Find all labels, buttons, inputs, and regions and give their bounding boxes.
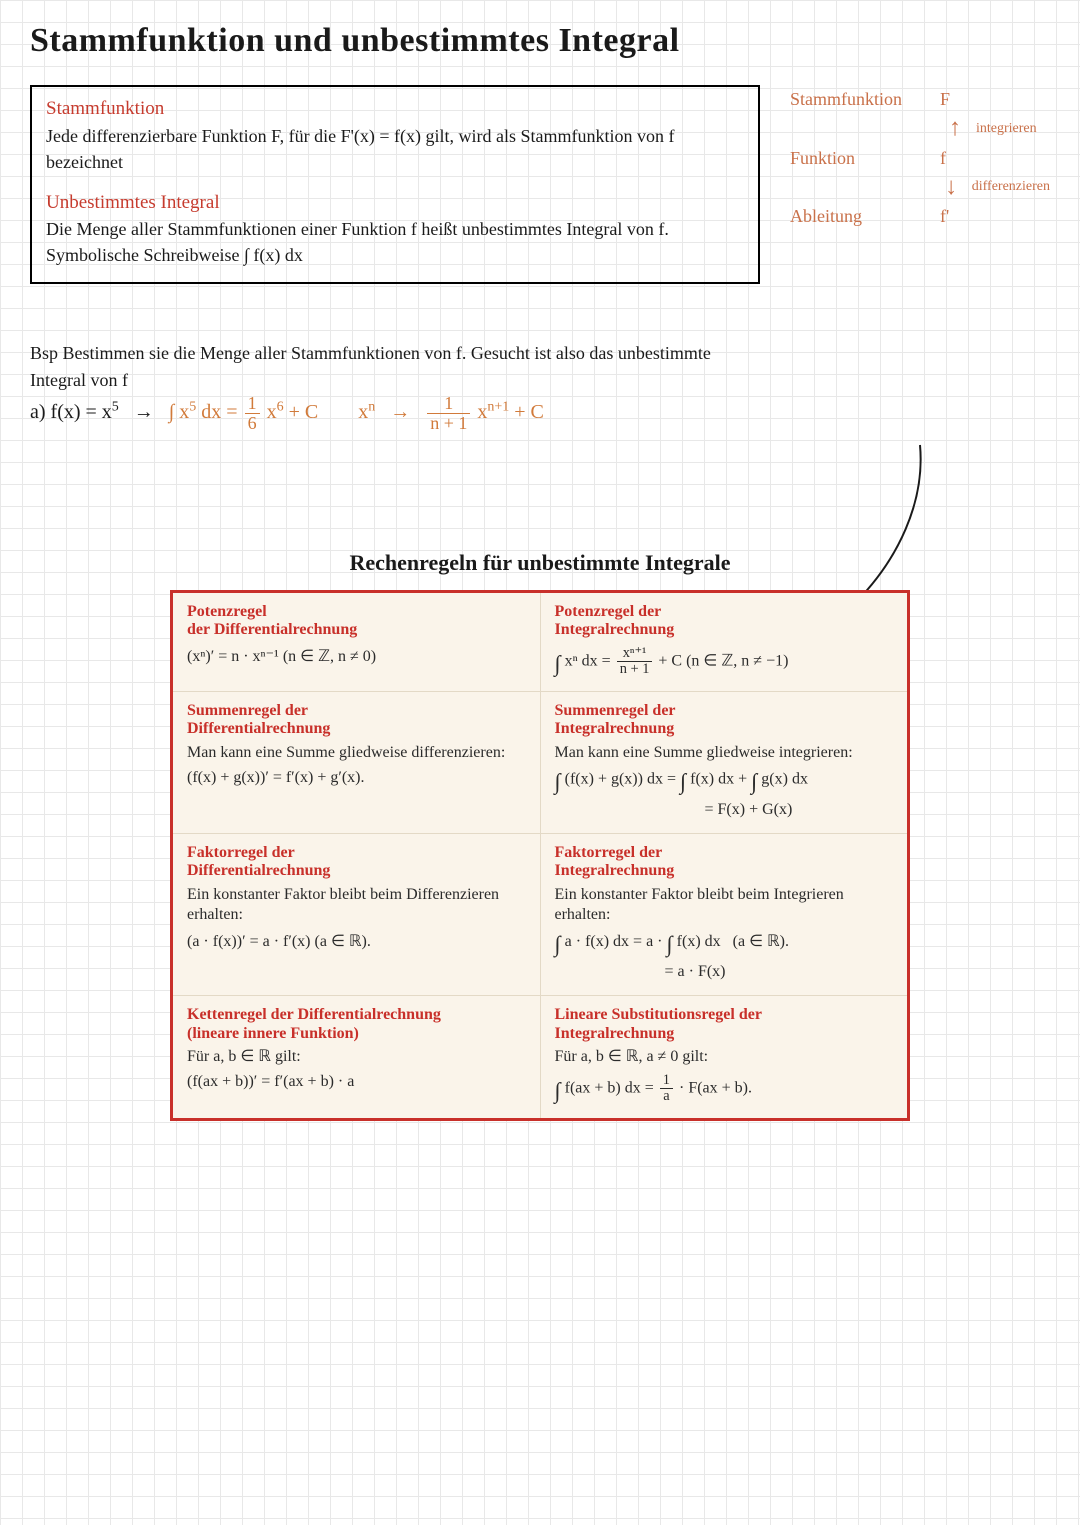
diagram-label-integrieren: integrieren (970, 120, 1037, 138)
rule-formula: ∫ (f(x) + g(x)) dx = ∫ f(x) dx + ∫ g(x) … (555, 769, 894, 795)
rule-heading: Summenregel der Differentialrechnung (187, 702, 526, 739)
table-row: Kettenregel der Differentialrechnung (li… (173, 995, 907, 1118)
rule-text: Man kann eine Summe gliedweise differenz… (187, 743, 526, 763)
diagram-label-differenzieren: differenzieren (966, 178, 1050, 196)
rule-text: Ein konstanter Faktor bleibt beim Integr… (555, 885, 894, 925)
rule-heading: Potenzregel der Differentialrechnung (187, 603, 526, 640)
def-text-stammfunktion: Jede differenzierbare Funktion F, für di… (46, 123, 744, 175)
rule-heading: Summenregel der Integralrechnung (555, 702, 894, 739)
diagram-label-f: Funktion (790, 147, 940, 170)
definition-box: Stammfunktion Jede differenzierbare Funk… (30, 85, 760, 284)
rule-formula: (f(x) + g(x))′ = f′(x) + g′(x). (187, 769, 526, 787)
rule-heading: Lineare Substitutionsregel der Integralr… (555, 1006, 894, 1043)
def-text-integral: Die Menge aller Stammfunktionen einer Fu… (46, 216, 744, 268)
relation-diagram: Stammfunktion F ↑ integrieren Funktion f… (790, 88, 1050, 231)
rule-formula: ∫ a · f(x) dx = a · ∫ f(x) dx (a ∈ ℝ). (555, 931, 894, 958)
diagram-label-fprime: Ableitung (790, 205, 940, 228)
rule-formula: (f(ax + b))′ = f′(ax + b) · a (187, 1073, 526, 1091)
rule-heading: Faktorregel der Integralrechnung (555, 844, 894, 881)
rule-heading: Potenzregel der Integralrechnung (555, 603, 894, 640)
rule-text: Für a, b ∈ ℝ gilt: (187, 1047, 526, 1067)
rule-formula: ∫ f(ax + b) dx = 1a · F(ax + b). (555, 1073, 894, 1104)
diagram-symbol-F: F (940, 88, 950, 111)
rule-formula: (a · f(x))′ = a · f′(x) (a ∈ ℝ). (187, 931, 526, 951)
rule-formula: = F(x) + G(x) (555, 801, 894, 819)
rule-formula: = a · F(x) (555, 963, 894, 981)
rule-heading: Faktorregel der Differentialrechnung (187, 844, 526, 881)
rules-table: Potenzregel der Differentialrechnung (xⁿ… (170, 590, 910, 1121)
table-row: Faktorregel der Differentialrechnung Ein… (173, 833, 907, 995)
rule-formula: ∫∫ xⁿ dx = xⁿ dx = xⁿ⁺¹n + 1 + C (n ∈ ℤ,… (555, 646, 894, 677)
diagram-symbol-f: f (940, 147, 946, 170)
rule-text: Für a, b ∈ ℝ, a ≠ 0 gilt: (555, 1047, 894, 1067)
rule-text: Ein konstanter Faktor bleibt beim Differ… (187, 885, 526, 925)
example-block: Bsp Bestimmen sie die Menge aller Stammf… (30, 340, 1050, 433)
rule-heading: Kettenregel der Differentialrechnung (li… (187, 1006, 526, 1043)
example-line1: Bsp Bestimmen sie die Menge aller Stammf… (30, 340, 1050, 367)
arrow-down-icon: ↓ (936, 172, 965, 203)
example-formula: a) f(x) = x5 → ∫ x5 dx = 16 x6 + C xn → … (30, 394, 1050, 433)
example-line2: Integral von f (30, 367, 1050, 394)
rules-heading: Rechenregeln für unbestimmte Integrale (0, 550, 1080, 576)
table-row: Potenzregel der Differentialrechnung (xⁿ… (173, 593, 907, 691)
rule-text: Man kann eine Summe gliedweise integrier… (555, 743, 894, 763)
table-row: Summenregel der Differentialrechnung Man… (173, 691, 907, 833)
rule-formula: (xⁿ)′ = n · xⁿ⁻¹ (n ∈ ℤ, n ≠ 0) (187, 646, 526, 666)
diagram-symbol-fprime: f' (940, 205, 949, 228)
arrow-up-icon: ↑ (940, 113, 970, 144)
diagram-label-F: Stammfunktion (790, 88, 940, 111)
page-title: Stammfunktion und unbestimmtes Integral (0, 0, 1080, 60)
def-heading-integral: Unbestimmtes Integral (46, 189, 744, 217)
def-heading-stammfunktion: Stammfunktion (46, 95, 744, 123)
